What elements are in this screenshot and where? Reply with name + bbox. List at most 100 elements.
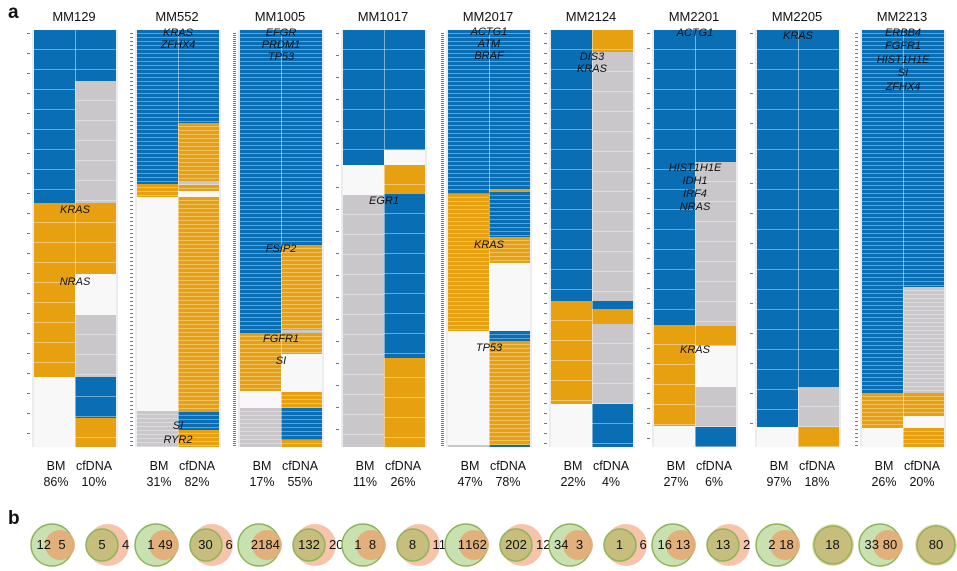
cfdna-label: cfDNA (489, 459, 527, 473)
row-tick (647, 378, 650, 379)
row-tick (855, 121, 858, 122)
row-tick (441, 189, 444, 190)
row-tick (233, 329, 236, 330)
row-tick (441, 269, 444, 270)
row-tick (130, 245, 133, 246)
venn-svg (133, 523, 233, 567)
row-tick (233, 235, 236, 236)
row-tick (855, 181, 858, 182)
heatmap-frame (549, 30, 635, 448)
column-divider (75, 30, 76, 447)
row-tick (441, 325, 444, 326)
cell-block-grey (903, 286, 944, 393)
cell-block-orange (903, 427, 944, 448)
row-tick (27, 193, 30, 194)
cfdna-label: cfDNA (384, 459, 422, 473)
row-tick (233, 279, 236, 280)
row-tick (855, 205, 858, 206)
bm-only-count: 1 (354, 537, 362, 552)
row-tick (441, 183, 444, 184)
row-tick (233, 413, 236, 414)
row-tick (233, 349, 236, 350)
row-tick (544, 53, 547, 54)
row-tick (441, 277, 444, 278)
row-tick (855, 309, 858, 310)
row-tick (233, 213, 236, 214)
row-tick (130, 77, 133, 78)
row-tick (441, 177, 444, 178)
row-tick (855, 253, 858, 254)
cell-block-grey (695, 386, 736, 428)
row-tick (855, 217, 858, 218)
row-tick (233, 187, 236, 188)
row-tick (855, 345, 858, 346)
row-tick (441, 297, 444, 298)
bm-axis-label: BM 86% (34, 458, 78, 490)
row-tick (233, 57, 236, 58)
row-tick (130, 169, 133, 170)
row-tick (441, 59, 444, 60)
cell-block-blue (281, 30, 322, 246)
gene-label: NRAS (679, 201, 711, 213)
row-tick (544, 383, 547, 384)
venn-svg (858, 523, 957, 567)
column-divider (384, 30, 385, 447)
cell-block-white (384, 150, 425, 166)
row-tick (130, 273, 133, 274)
bm-overlap-circle (85, 528, 119, 562)
gene-label: EGR1 (369, 195, 399, 207)
row-tick (441, 329, 444, 330)
row-tick (233, 257, 236, 258)
row-tick (130, 153, 133, 154)
row-tick (130, 381, 133, 382)
heatmap-frame (32, 30, 118, 448)
row-tick (441, 217, 444, 218)
row-tick (233, 445, 236, 446)
row-ticks (750, 30, 754, 447)
row-tick (441, 407, 444, 408)
row-tick (233, 417, 236, 418)
cell-block-white (75, 273, 116, 315)
row-tick (855, 145, 858, 146)
cfdna-percent: 55% (287, 475, 313, 489)
gene-label: TP53 (267, 51, 295, 63)
row-tick (647, 363, 650, 364)
gene-label: ZFHX4 (160, 39, 196, 51)
row-tick (336, 319, 339, 320)
row-tick (441, 313, 444, 314)
row-tick (130, 69, 133, 70)
cell-block-orange (281, 245, 322, 331)
row-tick (855, 269, 858, 270)
shared-count-left: 13 (675, 537, 691, 552)
row-tick (233, 151, 236, 152)
cell-block-grey (240, 408, 281, 448)
cell-block-white (137, 196, 178, 411)
row-tick (441, 241, 444, 242)
row-tick (855, 297, 858, 298)
cell-block-blue (448, 30, 489, 195)
row-tick (233, 405, 236, 406)
row-tick (336, 429, 339, 430)
row-tick (233, 291, 236, 292)
bm-axis-label: BM 11% (343, 458, 387, 490)
cell-block-white (757, 426, 798, 448)
row-tick (27, 393, 30, 394)
row-tick (441, 393, 444, 394)
row-tick (233, 211, 236, 212)
row-tick (544, 153, 547, 154)
row-tick (441, 321, 444, 322)
row-tick (855, 81, 858, 82)
gene-label: KRAS (783, 30, 813, 42)
cfdna-only-count: 20 (329, 537, 344, 552)
row-tick (441, 301, 444, 302)
row-tick (130, 377, 133, 378)
row-tick (130, 417, 133, 418)
row-tick (647, 168, 650, 169)
row-tick (233, 105, 236, 106)
row-tick (441, 75, 444, 76)
row-tick (647, 423, 650, 424)
row-tick (855, 97, 858, 98)
row-tick (441, 91, 444, 92)
cfdna-percent: 10% (81, 475, 107, 489)
row-tick (441, 279, 444, 280)
